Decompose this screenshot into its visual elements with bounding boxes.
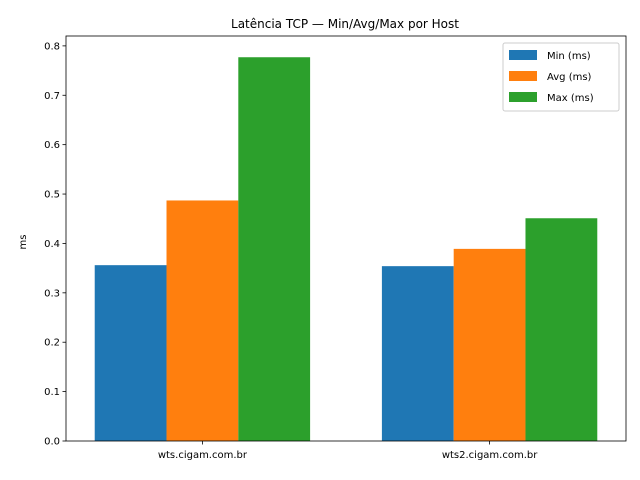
plot-frame bbox=[65, 35, 627, 442]
legend-swatch bbox=[509, 71, 537, 81]
bar-max-0 bbox=[238, 57, 311, 442]
axes-group: 0.0 0.1 0.2 0.3 0.4 0.5 0.6 0.7 0.8 wts.cigam.com… bbox=[44, 35, 627, 461]
legend-swatch bbox=[509, 92, 537, 102]
y-tick-label: 0.5 bbox=[44, 190, 60, 201]
bar-min-0 bbox=[94, 265, 167, 441]
legend-label: Max (ms) bbox=[547, 93, 594, 104]
legend: Min (ms) Avg (ms) Max (ms) bbox=[502, 42, 620, 112]
chart-title: Latência TCP — Min/Avg/Max por Host bbox=[231, 17, 459, 31]
bar-max-1 bbox=[525, 218, 598, 441]
y-tick-label: 0.6 bbox=[44, 140, 60, 151]
bar-avg-0 bbox=[166, 200, 239, 441]
legend-swatch bbox=[509, 50, 537, 60]
x-tick-label: wts.cigam.com.br bbox=[158, 450, 248, 461]
y-tick-label: 0.1 bbox=[44, 387, 60, 398]
legend-label: Min (ms) bbox=[547, 51, 591, 62]
x-tick-label: wts2.cigam.com.br bbox=[442, 450, 538, 461]
y-tick-label: 0.3 bbox=[44, 288, 60, 299]
y-tick-label: 0.7 bbox=[44, 91, 60, 102]
bars-group bbox=[94, 57, 598, 442]
bar-min-1 bbox=[381, 266, 454, 441]
y-tick-label: 0.4 bbox=[44, 239, 60, 250]
y-axis-label: ms bbox=[18, 235, 29, 250]
y-tick-label: 0.0 bbox=[44, 437, 60, 448]
legend-label: Avg (ms) bbox=[547, 72, 592, 83]
bar-avg-1 bbox=[453, 248, 526, 441]
y-tick-label: 0.8 bbox=[44, 41, 60, 52]
y-tick-label: 0.2 bbox=[44, 338, 60, 349]
